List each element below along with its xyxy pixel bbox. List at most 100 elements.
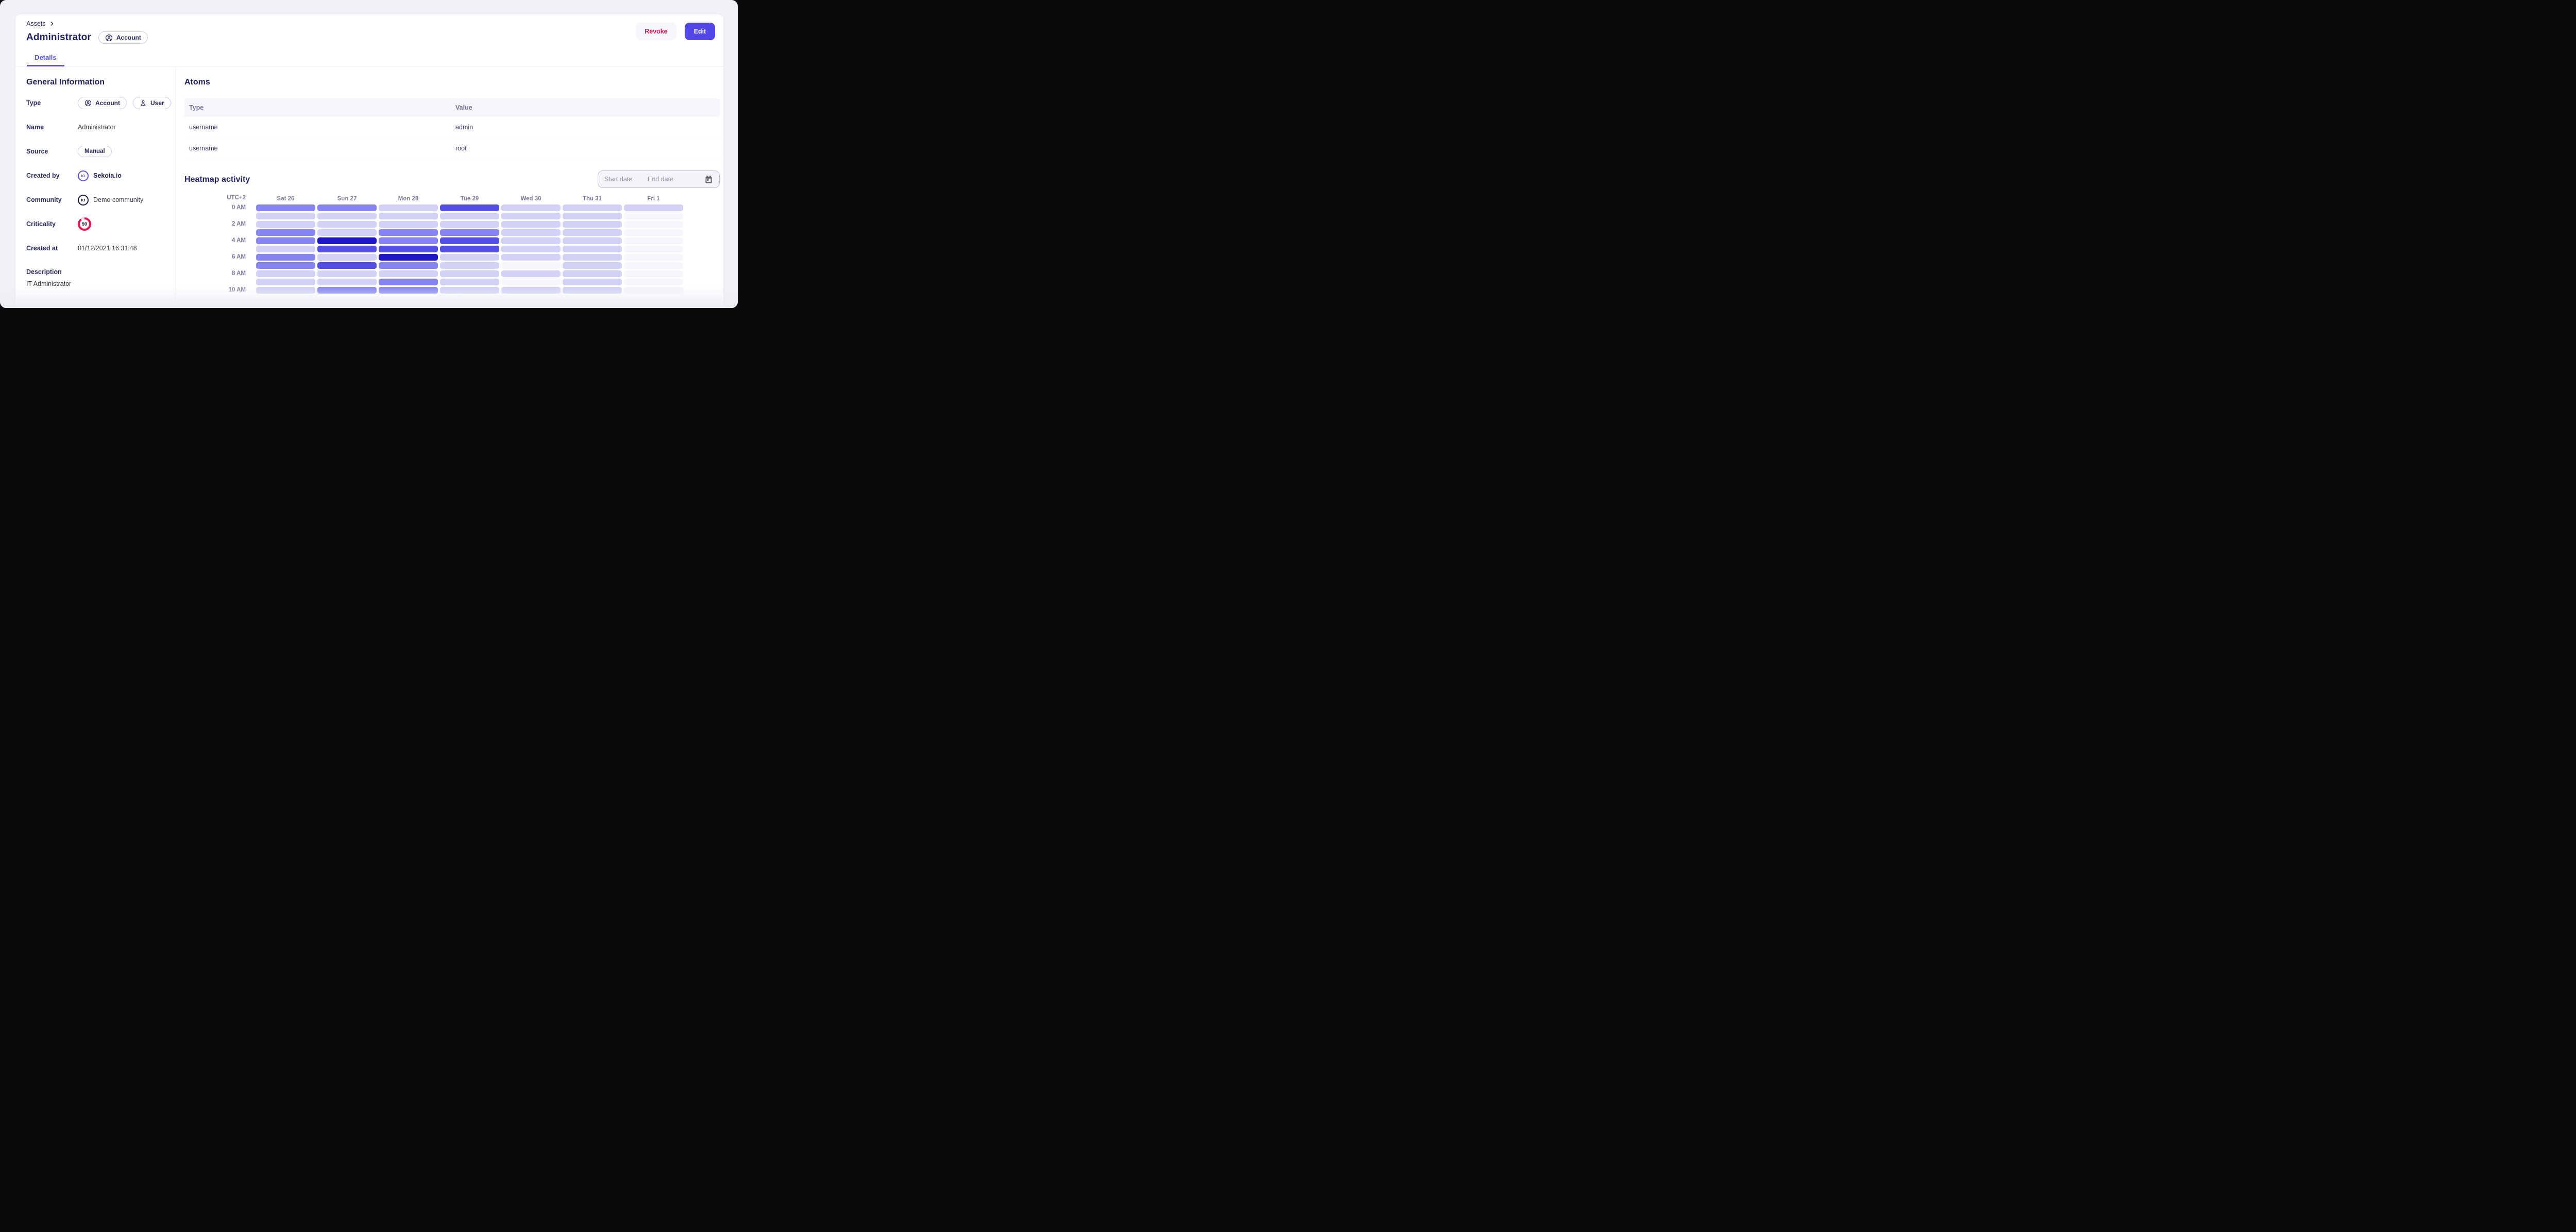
type-badge-account-label: Account (95, 99, 120, 107)
heatmap-cell (624, 212, 683, 219)
heatmap-row-label (184, 262, 254, 269)
heatmap-grid: UTC+2 Sat 26 Sun 27 Mon 28 Tue 29 Wed 30 Thu 3… (184, 195, 720, 294)
heatmap-cell (379, 262, 438, 269)
heatmap-col-header: Mon 28 (398, 196, 419, 202)
calendar-icon[interactable] (704, 175, 713, 184)
general-information-panel: General Information Type Account (15, 67, 176, 308)
heatmap-cell (317, 278, 377, 285)
heatmap-cell (379, 220, 438, 228)
heatmap-row-label: 0 AM (231, 204, 246, 211)
heatmap-cell (256, 204, 315, 211)
edit-button[interactable]: Edit (685, 23, 715, 40)
sekoia-logo-icon: IO (78, 170, 89, 181)
heatmap-cell (379, 286, 438, 294)
heatmap-cell (440, 245, 499, 252)
heatmap-row-label: 6 AM (231, 253, 246, 260)
heatmap-cell (563, 286, 622, 294)
heatmap-timezone-label: UTC+2 (227, 195, 246, 201)
heatmap-cell (440, 212, 499, 219)
heatmap-col-header: Tue 29 (460, 196, 479, 202)
heatmap-cell (624, 237, 683, 244)
heatmap-cell (501, 220, 561, 228)
created-by-value: Sekoia.io (93, 172, 122, 179)
app-screen: Assets Administrator Account Revoke Edit (0, 0, 738, 308)
heatmap-cell (379, 270, 438, 277)
header-actions: Revoke Edit (636, 23, 715, 40)
revoke-button[interactable]: Revoke (636, 23, 676, 40)
heatmap-cell (563, 220, 622, 228)
heatmap-cell (501, 212, 561, 219)
heatmap-cell (256, 212, 315, 219)
info-row-created-by: Created by IO Sekoia.io (26, 169, 165, 182)
info-row-name: Name Administrator (26, 121, 165, 133)
chevron-right-icon (50, 22, 53, 26)
heatmap-cell (256, 220, 315, 228)
heatmap-cell (379, 204, 438, 211)
heatmap-cell (379, 278, 438, 285)
info-label-created-at: Created at (26, 245, 58, 252)
heatmap-cell (501, 286, 561, 294)
heatmap-cell (317, 245, 377, 252)
account-circle-icon (84, 99, 92, 107)
end-date-field[interactable]: End date (648, 176, 674, 183)
heatmap-cell (624, 229, 683, 236)
heatmap-cell (317, 212, 377, 219)
heatmap-col-header: Fri 1 (647, 196, 660, 202)
table-row: username root (184, 138, 720, 159)
heatmap-cell (256, 229, 315, 236)
date-range-picker[interactable]: Start date End date (598, 170, 720, 188)
heatmap-titlebar: Heatmap activity Start date End date (184, 170, 720, 188)
atoms-col-value: Value (455, 104, 472, 111)
account-circle-icon (105, 34, 113, 42)
heatmap-cell (563, 270, 622, 277)
heatmap-cell (501, 270, 561, 277)
info-row-created-at: Created at 01/12/2021 16:31:48 (26, 242, 165, 254)
atoms-title: Atoms (184, 78, 210, 87)
heatmap-cell (440, 229, 499, 236)
general-information-title: General Information (26, 78, 105, 87)
heatmap-cell (379, 253, 438, 261)
name-value: Administrator (78, 124, 116, 131)
breadcrumb-item-assets[interactable]: Assets (26, 20, 46, 27)
heatmap-cell (501, 262, 561, 269)
start-date-field[interactable]: Start date (604, 176, 633, 183)
heatmap-cell (563, 278, 622, 285)
heatmap-cell (256, 253, 315, 261)
heatmap-cell (563, 204, 622, 211)
info-label-name: Name (26, 124, 44, 131)
heatmap-col-header: Sat 26 (277, 196, 295, 202)
heatmap-cell (440, 237, 499, 244)
table-row: username admin (184, 117, 720, 138)
heatmap-row-label: 2 AM (231, 220, 246, 227)
heatmap-cell (624, 253, 683, 261)
community-logo-icon: IO (78, 194, 89, 206)
heatmap-cell (624, 262, 683, 269)
source-badge: Manual (78, 146, 112, 157)
info-row-type: Type Account (26, 97, 171, 109)
user-icon (140, 99, 147, 107)
page-title: Administrator (26, 32, 91, 43)
heatmap-cell (256, 245, 315, 252)
atoms-col-type: Type (189, 104, 204, 111)
atoms-table-header: Type Value (184, 98, 720, 117)
heatmap-cell (256, 286, 315, 294)
heatmap-cell (440, 278, 499, 285)
heatmap-row-label (184, 213, 254, 220)
heatmap-cell (624, 286, 683, 294)
heatmap-cell (501, 204, 561, 211)
heatmap-cell (256, 237, 315, 244)
heatmap-cell (256, 278, 315, 285)
info-rows: Type Account (26, 97, 171, 254)
heatmap-cell (440, 286, 499, 294)
heatmap-cell (563, 229, 622, 236)
account-type-badge-label: Account (116, 34, 141, 41)
tab-details[interactable]: Details (27, 54, 64, 66)
heatmap-cell (317, 237, 377, 244)
asset-detail-card: Assets Administrator Account Revoke Edit (15, 14, 723, 308)
breadcrumb: Assets (26, 20, 55, 27)
atom-type-cell: username (189, 124, 218, 131)
info-label-criticality: Criticality (26, 220, 56, 228)
heatmap-cell (379, 237, 438, 244)
heatmap-cell (317, 253, 377, 261)
heatmap-cell (317, 229, 377, 236)
